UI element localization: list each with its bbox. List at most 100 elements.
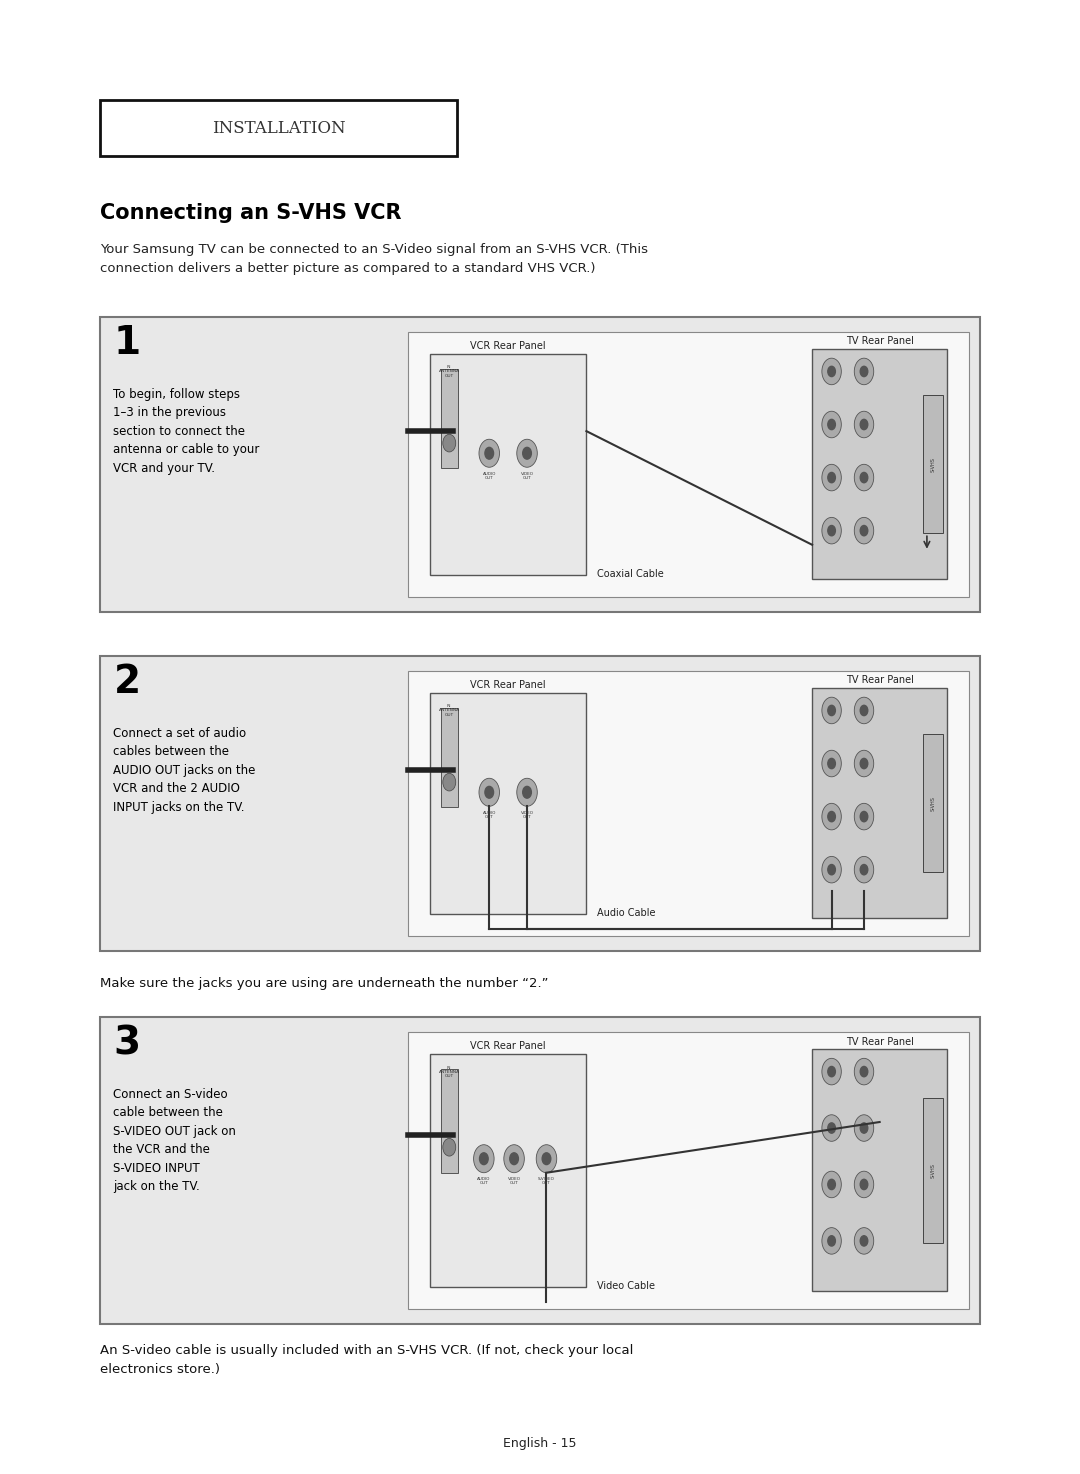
Text: English - 15: English - 15 [503, 1437, 577, 1450]
Text: TV Rear Panel: TV Rear Panel [846, 336, 914, 346]
Text: Connect a set of audio
cables between the
AUDIO OUT jacks on the
VCR and the 2 A: Connect a set of audio cables between th… [113, 727, 256, 814]
Bar [923, 395, 943, 534]
Circle shape [854, 750, 874, 777]
Circle shape [854, 411, 874, 438]
Circle shape [828, 864, 836, 876]
Circle shape [861, 1067, 868, 1076]
Circle shape [861, 473, 868, 483]
Text: INSTALLATION: INSTALLATION [212, 119, 346, 137]
Circle shape [854, 1114, 874, 1141]
Circle shape [861, 706, 868, 716]
Text: VCR Rear Panel: VCR Rear Panel [470, 680, 546, 690]
Circle shape [828, 1179, 836, 1190]
Circle shape [828, 526, 836, 537]
Circle shape [523, 787, 531, 799]
Circle shape [854, 803, 874, 830]
Bar [923, 734, 943, 873]
Circle shape [822, 697, 841, 724]
Text: VCR Rear Panel: VCR Rear Panel [470, 340, 546, 351]
Circle shape [854, 358, 874, 385]
Bar [812, 1049, 947, 1291]
Circle shape [443, 1138, 456, 1156]
Text: To begin, follow steps
1–3 in the previous
section to connect the
antenna or cab: To begin, follow steps 1–3 in the previo… [113, 388, 260, 475]
Text: Connect an S-video
cable between the
S-VIDEO OUT jack on
the VCR and the
S-VIDEO: Connect an S-video cable between the S-V… [113, 1088, 237, 1194]
Circle shape [443, 774, 456, 792]
Text: AUDIO
OUT: AUDIO OUT [483, 472, 496, 481]
Circle shape [854, 517, 874, 544]
Circle shape [861, 1235, 868, 1246]
Circle shape [822, 1228, 841, 1254]
Bar [430, 1054, 586, 1287]
Bar [408, 332, 969, 597]
Circle shape [516, 439, 538, 467]
Text: S-VIDEO
OUT: S-VIDEO OUT [538, 1178, 555, 1185]
Text: VIDEO
OUT: VIDEO OUT [508, 1178, 521, 1185]
Bar [408, 671, 969, 936]
Circle shape [480, 778, 499, 806]
Bar [441, 368, 458, 469]
Text: VIDEO
OUT: VIDEO OUT [521, 811, 534, 820]
Circle shape [861, 812, 868, 822]
Text: Make sure the jacks you are using are underneath the number “2.”: Make sure the jacks you are using are un… [100, 977, 549, 991]
Bar [812, 349, 947, 579]
Circle shape [828, 367, 836, 377]
Bar [441, 708, 458, 808]
Circle shape [443, 435, 456, 453]
Text: 2: 2 [113, 663, 140, 702]
Text: Connecting an S-VHS VCR: Connecting an S-VHS VCR [100, 203, 402, 224]
Text: S-VHS: S-VHS [931, 796, 935, 811]
Circle shape [861, 419, 868, 430]
Text: VIDEO
OUT: VIDEO OUT [521, 472, 534, 481]
Text: IN
ANTENNA
OUT: IN ANTENNA OUT [438, 366, 460, 377]
Circle shape [822, 464, 841, 491]
Circle shape [504, 1145, 525, 1173]
Bar [100, 1017, 980, 1324]
Circle shape [542, 1153, 551, 1164]
Circle shape [822, 411, 841, 438]
Circle shape [854, 1058, 874, 1085]
Circle shape [480, 439, 499, 467]
Text: AUDIO
OUT: AUDIO OUT [477, 1178, 490, 1185]
Circle shape [854, 1172, 874, 1198]
Text: VCR Rear Panel: VCR Rear Panel [470, 1041, 546, 1051]
Circle shape [485, 787, 494, 799]
Bar [812, 688, 947, 918]
Text: TV Rear Panel: TV Rear Panel [846, 1036, 914, 1047]
Bar [100, 317, 980, 612]
Circle shape [474, 1145, 495, 1173]
Text: 1: 1 [113, 324, 140, 363]
Circle shape [822, 1114, 841, 1141]
Circle shape [828, 812, 836, 822]
Circle shape [828, 706, 836, 716]
Circle shape [480, 1153, 488, 1164]
Circle shape [523, 448, 531, 460]
Text: IN
ANTENNA
OUT: IN ANTENNA OUT [438, 1066, 460, 1079]
Text: Video Cable: Video Cable [597, 1281, 656, 1291]
Text: Audio Cable: Audio Cable [597, 908, 656, 918]
Bar [441, 1069, 458, 1173]
Bar [430, 354, 586, 575]
Text: S-VHS: S-VHS [931, 1163, 935, 1178]
Text: Coaxial Cable: Coaxial Cable [597, 569, 664, 579]
Circle shape [537, 1145, 557, 1173]
Circle shape [828, 1235, 836, 1246]
Circle shape [854, 1228, 874, 1254]
Circle shape [828, 1067, 836, 1076]
Bar [430, 693, 586, 914]
Circle shape [822, 517, 841, 544]
Bar [923, 1098, 943, 1243]
Circle shape [861, 367, 868, 377]
Circle shape [828, 759, 836, 769]
Circle shape [822, 856, 841, 883]
Bar [100, 100, 457, 156]
Text: 3: 3 [113, 1024, 140, 1063]
Circle shape [854, 856, 874, 883]
Circle shape [861, 759, 868, 769]
Bar [408, 1032, 969, 1309]
Circle shape [822, 803, 841, 830]
Circle shape [861, 1179, 868, 1190]
Text: AUDIO
OUT: AUDIO OUT [483, 811, 496, 820]
Circle shape [822, 1172, 841, 1198]
Text: Your Samsung TV can be connected to an S-Video signal from an S-VHS VCR. (This
c: Your Samsung TV can be connected to an S… [100, 243, 648, 274]
Circle shape [510, 1153, 518, 1164]
